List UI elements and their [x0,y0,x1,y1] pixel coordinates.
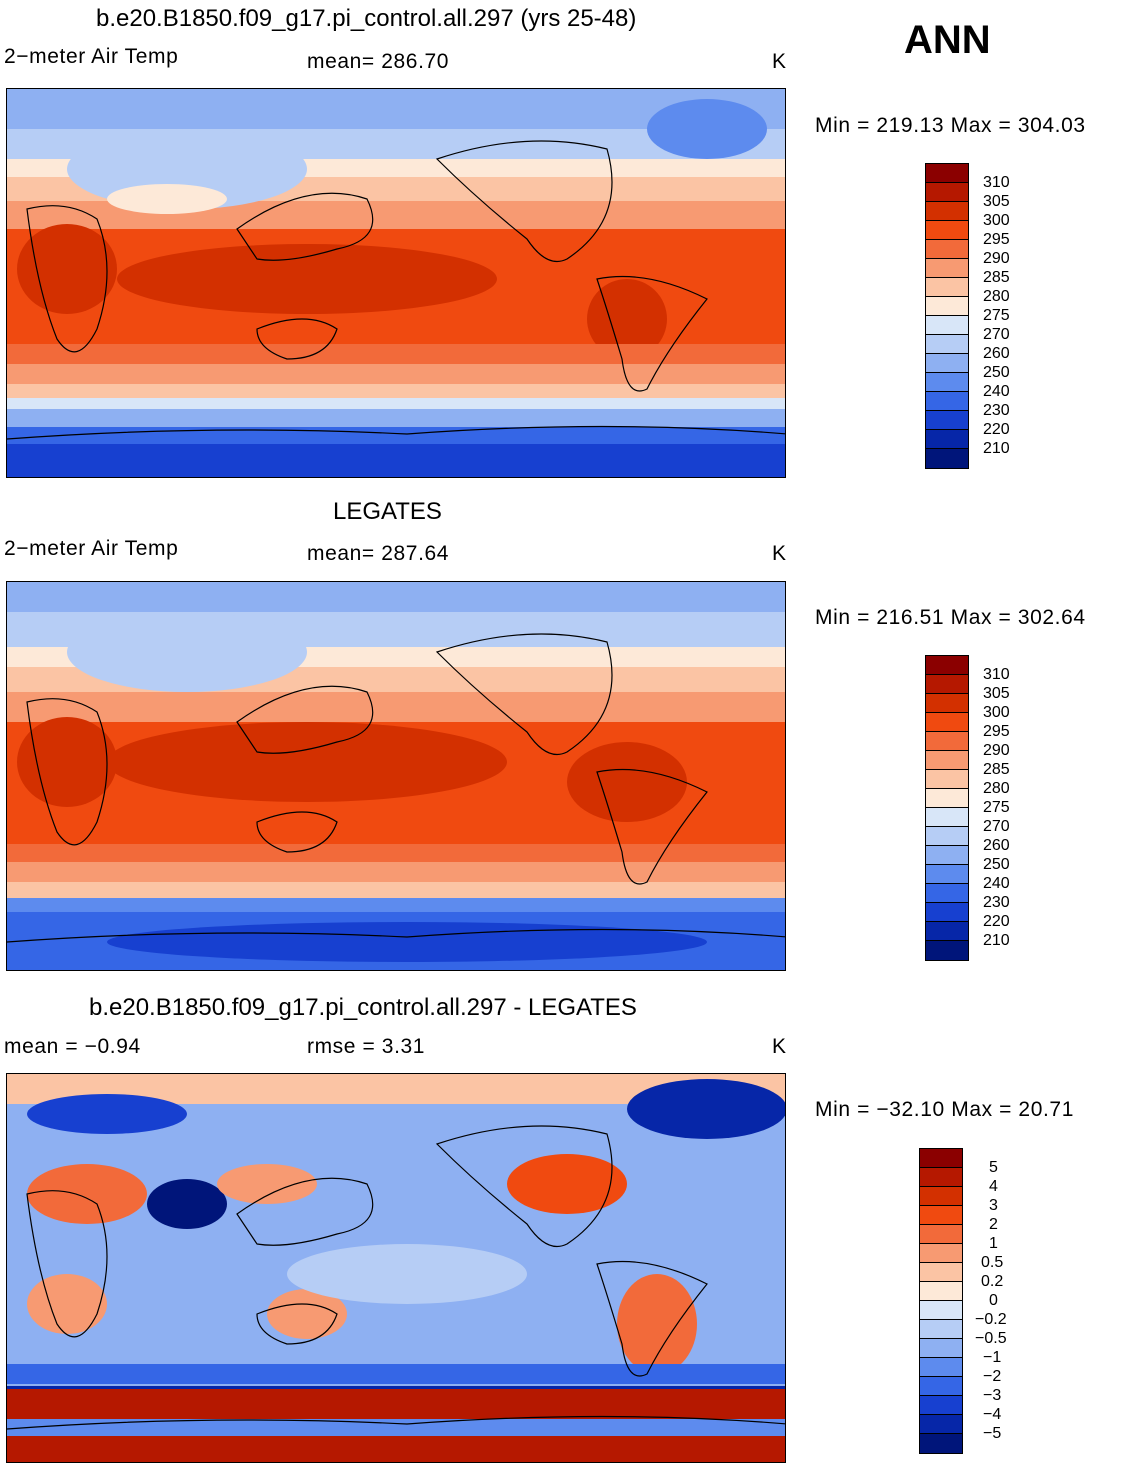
cb3-label: −2 [983,1368,1002,1385]
panel2-mean: mean= 287.64 [307,542,450,565]
cb1-label: 310 [983,174,1010,191]
cb1-label: 250 [983,364,1010,381]
panel2-title: LEGATES [333,498,442,525]
cb1-label: 295 [983,231,1010,248]
cb2-label: 280 [983,780,1010,797]
panel1-variable: 2−meter Air Temp [4,45,179,68]
cb3-label: 3 [989,1197,998,1214]
cb2-label: 300 [983,704,1010,721]
panel3-mean: mean = −0.94 [4,1035,141,1058]
panel3-units: K [772,1035,787,1058]
panel2-variable: 2−meter Air Temp [4,537,179,560]
panel1-mean: mean= 286.70 [307,50,450,73]
panel1-units: K [772,50,787,73]
cb3-label: 1 [989,1235,998,1252]
cb3-label: −1 [983,1349,1002,1366]
panel2-minmax: Min = 216.51 Max = 302.64 [815,606,1086,629]
cb3-label: 5 [989,1159,998,1176]
cb2-label: 240 [983,875,1010,892]
cb2-label: 250 [983,856,1010,873]
cb1-label: 260 [983,345,1010,362]
cb3-label: 4 [989,1178,998,1195]
cb1-label: 270 [983,326,1010,343]
cb3-label: 0.5 [981,1254,1004,1271]
cb3-label: −0.2 [975,1311,1007,1328]
cb1-label: 290 [983,250,1010,267]
cb1-label: 305 [983,193,1010,210]
cb1-label: 285 [983,269,1010,286]
cb1-label: 240 [983,383,1010,400]
panel3-title: b.e20.B1850.f09_g17.pi_control.all.297 -… [89,994,637,1021]
panel2-units: K [772,542,787,565]
panel1-minmax: Min = 219.13 Max = 304.03 [815,114,1086,137]
panel1-title: b.e20.B1850.f09_g17.pi_control.all.297 (… [96,5,637,32]
cb3-label: 2 [989,1216,998,1233]
cb2-label: 295 [983,723,1010,740]
cb3-label: −0.5 [975,1330,1007,1347]
panel1-map [6,88,786,478]
cb2-label: 260 [983,837,1010,854]
cb2-label: 305 [983,685,1010,702]
season-label: ANN [904,18,991,62]
cb2-label: 285 [983,761,1010,778]
panel3-minmax: Min = −32.10 Max = 20.71 [815,1098,1074,1121]
cb3-label: −4 [983,1406,1002,1423]
cb1-label: 230 [983,402,1010,419]
cb1-label: 210 [983,440,1010,457]
cb3-label: 0 [989,1292,998,1309]
cb2-label: 220 [983,913,1010,930]
cb3-label: 0.2 [981,1273,1004,1290]
panel2-map [6,581,786,971]
cb1-label: 275 [983,307,1010,324]
cb2-label: 270 [983,818,1010,835]
cb2-label: 210 [983,932,1010,949]
cb1-label: 220 [983,421,1010,438]
cb3-label: −3 [983,1387,1002,1404]
cb3-label: −5 [983,1425,1002,1442]
cb2-label: 290 [983,742,1010,759]
panel3-map [6,1073,786,1463]
cb1-label: 300 [983,212,1010,229]
cb2-label: 230 [983,894,1010,911]
panel3-rmse: rmse = 3.31 [307,1035,426,1058]
cb1-label: 280 [983,288,1010,305]
cb2-label: 275 [983,799,1010,816]
cb2-label: 310 [983,666,1010,683]
